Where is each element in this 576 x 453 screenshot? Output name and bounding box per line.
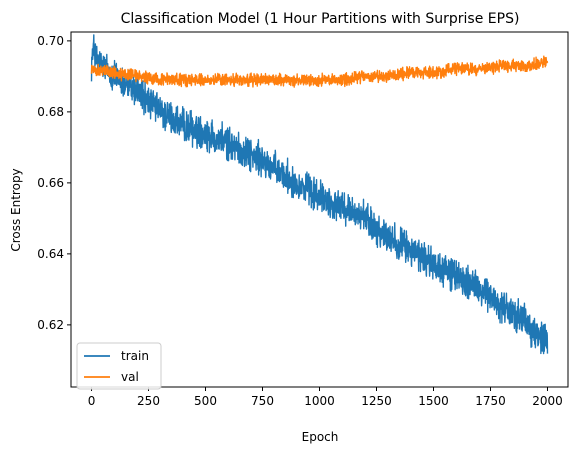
chart-title: Classification Model (1 Hour Partitions … (121, 11, 520, 27)
legend-label-train: train (121, 349, 149, 363)
x-tick-label: 2000 (532, 394, 563, 408)
x-tick-label: 750 (251, 394, 274, 408)
y-tick-label: 0.64 (37, 247, 64, 261)
y-tick-label: 0.70 (37, 34, 64, 48)
series-line-val (90, 55, 549, 88)
legend-label-val: val (121, 370, 139, 384)
x-tick-label: 1750 (475, 394, 506, 408)
y-tick-label: 0.62 (37, 318, 64, 332)
y-tick-label: 0.68 (37, 105, 64, 119)
legend: train val (76, 342, 162, 390)
x-tick-label: 500 (194, 394, 217, 408)
x-tick-label: 1500 (418, 394, 449, 408)
x-tick-label: 250 (137, 394, 160, 408)
x-tick-label: 0 (88, 394, 96, 408)
series-layer (90, 34, 549, 355)
y-tick-label: 0.66 (37, 176, 64, 190)
x-axis: 0 250 500 750 1000 1250 1500 1750 2000 (88, 387, 563, 408)
x-tick-label: 1250 (361, 394, 392, 408)
y-axis-label: Cross Entropy (9, 168, 23, 251)
x-tick-label: 1000 (304, 394, 335, 408)
y-axis: 0.62 0.64 0.66 0.68 0.70 (37, 34, 71, 332)
series-line-train (90, 34, 549, 355)
x-axis-label: Epoch (302, 430, 339, 444)
